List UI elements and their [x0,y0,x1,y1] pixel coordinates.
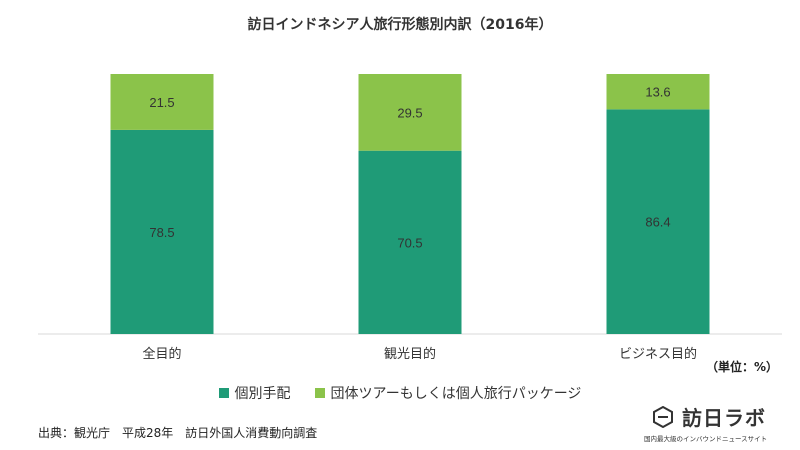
legend-swatch-package [314,388,325,398]
data-label-individual-2: 86.4 [645,215,670,230]
bar-segment-package-2 [606,74,710,110]
hexagon-logo-icon [653,406,673,428]
legend-label-individual: 個別手配 [234,386,291,402]
category-label-2: ビジネス目的 [619,346,697,362]
brand-tagline: 国内最大級のインバウンドニュースサイト [644,435,768,443]
stacked-bar-chart: 78.5 21.5 全目的 70.5 29.5 観光目的 86.4 13.6 ビジネス目的 [38,74,782,362]
legend: 個別手配 団体ツアーもしくは個人旅行パッケージ [0,383,800,403]
brand-logo: 訪日ラボ 国内最大級のインバウンドニュースサイト [642,402,782,446]
unit-note: （単位：%） [705,360,778,374]
data-label-package-0: 21.5 [149,95,174,110]
legend-swatch-individual [218,388,229,398]
data-label-package-1: 29.5 [397,105,422,120]
legend-item-individual: 個別手配 [218,383,291,403]
bar-segment-individual-0 [110,129,214,334]
category-label-0: 全目的 [142,346,181,362]
legend-label-package: 団体ツアーもしくは個人旅行パッケージ [330,386,582,402]
data-label-package-2: 13.6 [645,85,670,100]
bar-segment-individual-1 [358,150,462,334]
bar-segment-package-1 [358,74,462,151]
category-label-1: 観光目的 [384,346,436,362]
bar-segment-package-0 [110,74,214,130]
data-label-individual-0: 78.5 [149,225,174,240]
brand-name: 訪日ラボ [682,406,766,430]
chart-title: 訪日インドネシア人旅行形態別内訳（2016年） [247,17,553,33]
bar-segment-individual-2 [606,109,710,334]
legend-item-package: 団体ツアーもしくは個人旅行パッケージ [314,383,582,403]
data-label-individual-1: 70.5 [397,235,422,250]
source-note: 出典：観光庁 平成28年 訪日外国人消費動向調査 [38,426,318,440]
